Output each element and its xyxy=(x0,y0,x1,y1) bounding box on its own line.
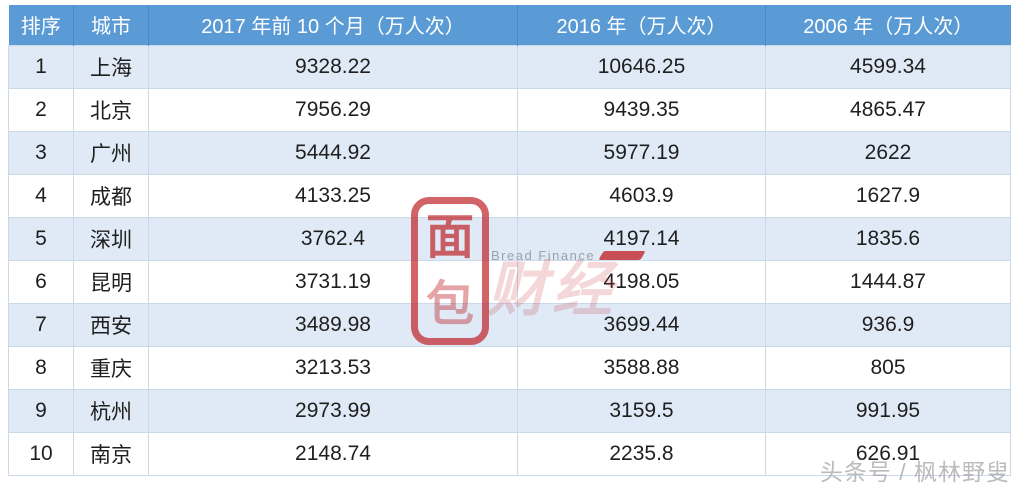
value-2017-cell: 5444.92 xyxy=(148,130,518,175)
header-2006: 2006 年（万人次） xyxy=(765,5,1011,45)
rank-cell: 8 xyxy=(8,345,74,390)
table-row: 6 昆明 3731.19 4198.05 1444.87 xyxy=(8,259,1011,304)
rank-cell: 7 xyxy=(8,302,74,347)
value-2006-cell: 626.91 xyxy=(765,431,1011,476)
rank-cell: 9 xyxy=(8,388,74,433)
city-cell: 重庆 xyxy=(73,345,149,390)
value-2006-cell: 1627.9 xyxy=(765,173,1011,218)
value-2017-cell: 3762.4 xyxy=(148,216,518,261)
value-2016-cell: 4198.05 xyxy=(517,259,766,304)
value-2017-cell: 9328.22 xyxy=(148,44,518,89)
value-2017-cell: 4133.25 xyxy=(148,173,518,218)
value-2006-cell: 4865.47 xyxy=(765,87,1011,132)
city-cell: 深圳 xyxy=(73,216,149,261)
table-row: 5 深圳 3762.4 4197.14 1835.6 xyxy=(8,216,1011,261)
value-2006-cell: 1444.87 xyxy=(765,259,1011,304)
value-2016-cell: 3588.88 xyxy=(517,345,766,390)
city-cell: 上海 xyxy=(73,44,149,89)
value-2006-cell: 805 xyxy=(765,345,1011,390)
value-2006-cell: 991.95 xyxy=(765,388,1011,433)
value-2017-cell: 3731.19 xyxy=(148,259,518,304)
city-cell: 西安 xyxy=(73,302,149,347)
rank-cell: 2 xyxy=(8,87,74,132)
table-row: 9 杭州 2973.99 3159.5 991.95 xyxy=(8,388,1011,433)
header-2016: 2016 年（万人次） xyxy=(517,5,766,45)
value-2016-cell: 4197.14 xyxy=(517,216,766,261)
city-cell: 北京 xyxy=(73,87,149,132)
value-2016-cell: 3699.44 xyxy=(517,302,766,347)
value-2006-cell: 2622 xyxy=(765,130,1011,175)
city-cell: 南京 xyxy=(73,431,149,476)
rank-cell: 5 xyxy=(8,216,74,261)
value-2017-cell: 3489.98 xyxy=(148,302,518,347)
header-rank: 排序 xyxy=(8,5,74,45)
rank-cell: 1 xyxy=(8,44,74,89)
city-cell: 成都 xyxy=(73,173,149,218)
city-cell: 广州 xyxy=(73,130,149,175)
value-2006-cell: 4599.34 xyxy=(765,44,1011,89)
value-2006-cell: 1835.6 xyxy=(765,216,1011,261)
table-row: 2 北京 7956.29 9439.35 4865.47 xyxy=(8,87,1011,132)
value-2016-cell: 9439.35 xyxy=(517,87,766,132)
value-2017-cell: 2973.99 xyxy=(148,388,518,433)
table-header: 排序 城市 2017 年前 10 个月（万人次） 2016 年（万人次） 200… xyxy=(8,5,1011,45)
header-2017: 2017 年前 10 个月（万人次） xyxy=(148,5,518,45)
table-row: 1 上海 9328.22 10646.25 4599.34 xyxy=(8,44,1011,89)
metro-ridership-table: 排序 城市 2017 年前 10 个月（万人次） 2016 年（万人次） 200… xyxy=(8,5,1011,476)
city-cell: 杭州 xyxy=(73,388,149,433)
value-2016-cell: 2235.8 xyxy=(517,431,766,476)
value-2016-cell: 3159.5 xyxy=(517,388,766,433)
value-2016-cell: 4603.9 xyxy=(517,173,766,218)
table-row: 10 南京 2148.74 2235.8 626.91 xyxy=(8,431,1011,476)
table-row: 3 广州 5444.92 5977.19 2622 xyxy=(8,130,1011,175)
rank-cell: 6 xyxy=(8,259,74,304)
rank-cell: 4 xyxy=(8,173,74,218)
value-2017-cell: 2148.74 xyxy=(148,431,518,476)
value-2016-cell: 10646.25 xyxy=(517,44,766,89)
table-row: 8 重庆 3213.53 3588.88 805 xyxy=(8,345,1011,390)
header-city: 城市 xyxy=(73,5,149,45)
header-row: 排序 城市 2017 年前 10 个月（万人次） 2016 年（万人次） 200… xyxy=(8,5,1011,45)
value-2017-cell: 3213.53 xyxy=(148,345,518,390)
table-row: 7 西安 3489.98 3699.44 936.9 xyxy=(8,302,1011,347)
value-2016-cell: 5977.19 xyxy=(517,130,766,175)
table-body: 1 上海 9328.22 10646.25 4599.34 2 北京 7956.29 9439.… xyxy=(8,44,1011,476)
table-row: 4 成都 4133.25 4603.9 1627.9 xyxy=(8,173,1011,218)
rank-cell: 10 xyxy=(8,431,74,476)
value-2017-cell: 7956.29 xyxy=(148,87,518,132)
rank-cell: 3 xyxy=(8,130,74,175)
city-cell: 昆明 xyxy=(73,259,149,304)
value-2006-cell: 936.9 xyxy=(765,302,1011,347)
